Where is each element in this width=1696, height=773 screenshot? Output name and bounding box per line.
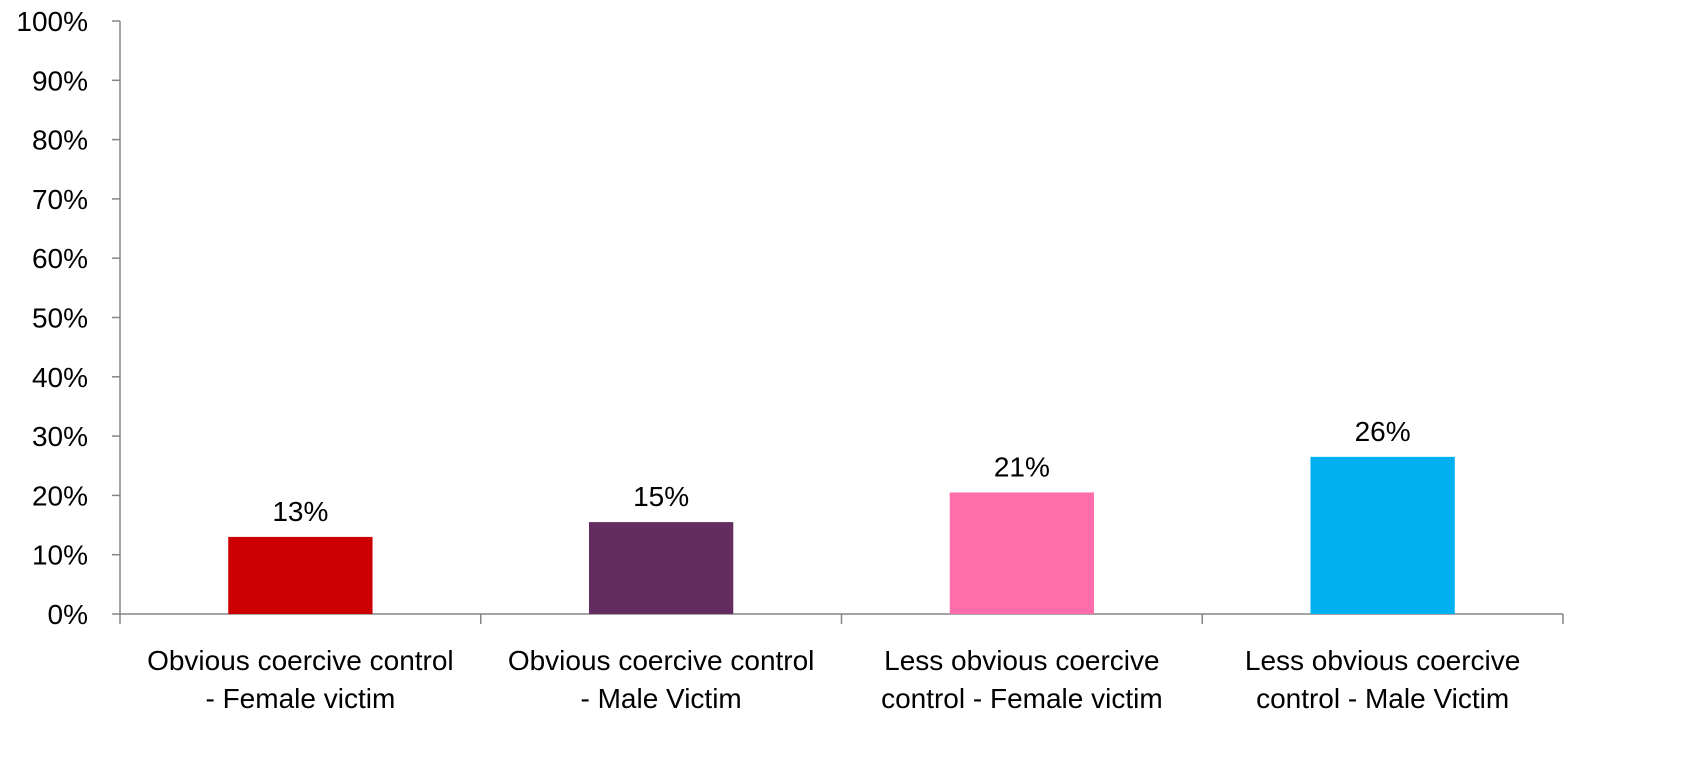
y-tick-label: 50% <box>32 303 88 334</box>
bar <box>949 492 1095 614</box>
y-tick-label: 70% <box>32 184 88 215</box>
y-tick-label: 80% <box>32 125 88 156</box>
bar-value-label: 26% <box>1355 416 1411 447</box>
bars <box>228 456 1455 614</box>
bar <box>1310 456 1455 614</box>
y-tick-label: 90% <box>32 65 88 96</box>
x-category-label: Less obvious coercive <box>884 645 1159 676</box>
bar-value-label: 15% <box>633 481 689 512</box>
x-category-label: control - Female victim <box>881 683 1163 714</box>
x-category-label: Obvious coercive control <box>508 645 815 676</box>
y-tick-label: 20% <box>32 480 88 511</box>
y-tick-label: 10% <box>32 540 88 571</box>
y-tick-label: 0% <box>48 599 88 630</box>
x-category-label: control - Male Victim <box>1256 683 1509 714</box>
y-tick-label: 30% <box>32 421 88 452</box>
bar <box>588 522 734 614</box>
bar-value-label: 21% <box>994 451 1050 482</box>
x-category-label: - Male Victim <box>580 683 741 714</box>
y-tick-label: 60% <box>32 243 88 274</box>
x-category-label: - Female victim <box>205 683 395 714</box>
data-labels: 13% 15% 21% 26% <box>272 416 1410 527</box>
bar <box>228 536 373 614</box>
x-category-label: Obvious coercive control <box>147 645 454 676</box>
bar-value-label: 13% <box>272 496 328 527</box>
y-axis: 0% 10% 20% 30% 40% 50% 60% 70% 80% 90% 100% <box>16 6 121 630</box>
y-tick-label: 100% <box>16 6 88 37</box>
x-axis: Obvious coercive control - Female victim O… <box>119 613 1564 714</box>
y-tick-label: 40% <box>32 362 88 393</box>
x-category-label: Less obvious coercive <box>1245 645 1520 676</box>
